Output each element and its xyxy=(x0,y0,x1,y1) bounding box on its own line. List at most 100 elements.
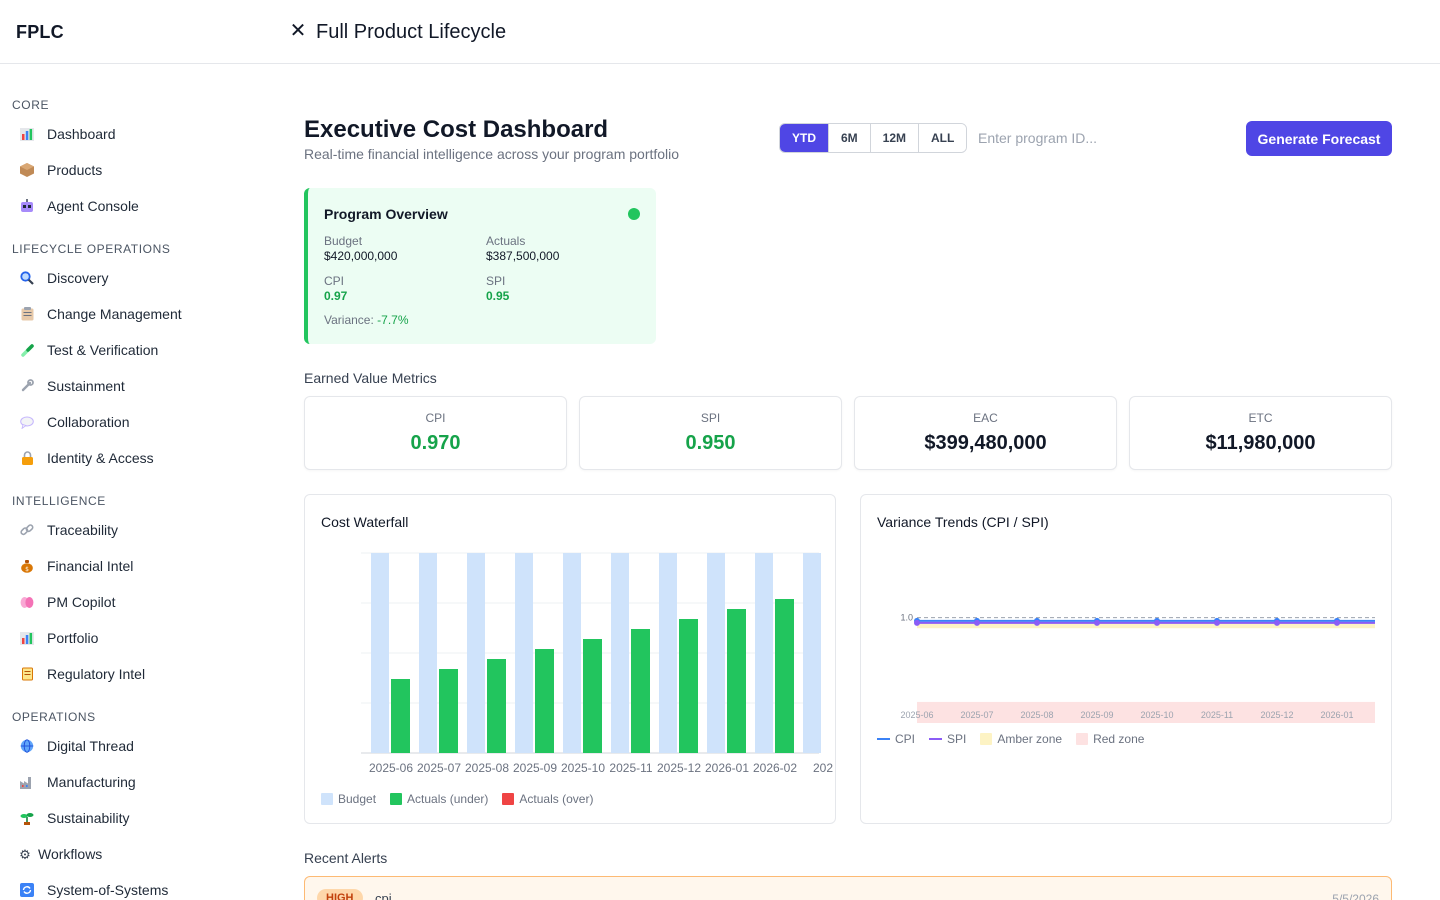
metric-card-etc: ETC $11,980,000 xyxy=(1129,396,1392,470)
x-tick-label: 202 xyxy=(813,761,833,775)
dashboard-subtitle: Real-time financial intelligence across … xyxy=(304,146,680,162)
legend-swatch xyxy=(321,793,333,805)
metric-label: ETC xyxy=(1248,411,1273,425)
legend-item-amber-zone: Amber zone xyxy=(980,732,1062,746)
x-tick-label: 2025-11 xyxy=(609,761,652,775)
sidebar-item-label: Dashboard xyxy=(47,126,116,142)
x-tick-label: 2025-11 xyxy=(1201,710,1233,720)
brand-logo[interactable]: FPLC xyxy=(16,22,64,42)
sidebar-item-manufacturing[interactable]: Manufacturing xyxy=(12,767,248,797)
range-button-all[interactable]: ALL xyxy=(919,124,967,152)
status-indicator xyxy=(628,208,640,220)
sidebar-section-operations: OPERATIONS xyxy=(12,710,96,724)
factory-icon xyxy=(18,773,36,791)
sidebar-item-financial-intel[interactable]: $ Financial Intel xyxy=(12,551,248,581)
sidebar-item-discovery[interactable]: Discovery xyxy=(12,263,248,293)
x-tick-label: 2026-01 xyxy=(705,761,749,775)
cycle-arrows-icon xyxy=(18,881,36,899)
recent-alerts-title: Recent Alerts xyxy=(304,850,388,866)
actual-bar xyxy=(727,609,746,753)
budget-bar xyxy=(803,553,821,753)
sidebar-item-label: Portfolio xyxy=(47,630,99,646)
legend-label: CPI xyxy=(895,732,916,746)
sidebar-item-label: Workflows xyxy=(38,846,103,862)
spi-point xyxy=(1034,619,1040,626)
bar-chart-icon xyxy=(18,125,36,143)
metric-card-eac: EAC $399,480,000 xyxy=(854,396,1117,470)
sidebar-item-sustainability[interactable]: Sustainability xyxy=(12,803,248,833)
legend-item-actuals-over: Actuals (over) xyxy=(502,792,593,806)
x-tick-label: 2026-01 xyxy=(1320,710,1353,720)
y-tick-label: 1.0 xyxy=(900,613,913,623)
program-id-input[interactable] xyxy=(968,124,1188,152)
main-content: Executive Cost Dashboard Real-time finan… xyxy=(304,64,1392,900)
legend-item-actuals-under: Actuals (under) xyxy=(390,792,488,806)
sidebar-item-sustainment[interactable]: Sustainment xyxy=(12,371,248,401)
variance-legend: CPI SPI Amber zone Red zone xyxy=(877,732,1158,746)
gear-icon: ⚙ xyxy=(19,846,31,862)
sidebar-item-test-verification[interactable]: Test & Verification xyxy=(12,335,248,365)
legend-label: Budget xyxy=(338,792,377,806)
legend-item-spi: SPI xyxy=(929,732,966,746)
legend-swatch xyxy=(390,793,403,805)
variance-label: Variance: xyxy=(324,313,374,327)
sidebar-item-regulatory-intel[interactable]: Regulatory Intel xyxy=(12,659,248,689)
panel-title: Variance Trends (CPI / SPI) xyxy=(877,514,1049,530)
budget-bar xyxy=(371,553,389,753)
budget-value: $420,000,000 xyxy=(324,249,398,263)
sidebar-item-traceability[interactable]: Traceability xyxy=(12,515,248,545)
sidebar-item-label: Digital Thread xyxy=(47,738,134,754)
legend-label: Actuals (over) xyxy=(519,792,594,806)
sidebar-item-products[interactable]: Products xyxy=(12,155,248,185)
alert-metric: cpi xyxy=(375,891,392,900)
scroll-icon xyxy=(18,665,36,683)
x-tick-label: 2025-12 xyxy=(1260,710,1293,720)
package-icon xyxy=(18,161,36,179)
sidebar-section-intelligence: INTELLIGENCE xyxy=(12,494,106,508)
variance-value: -7.7% xyxy=(377,313,409,327)
x-tick-label: 2025-06 xyxy=(369,761,413,775)
sidebar-item-workflows[interactable]: ⚙ Workflows xyxy=(12,839,248,869)
budget-bar xyxy=(563,553,581,753)
sidebar-item-agent-console[interactable]: Agent Console xyxy=(12,191,248,221)
legend-label: SPI xyxy=(947,732,967,746)
metric-value: $11,980,000 xyxy=(1205,432,1316,454)
close-icon[interactable]: ✕ xyxy=(289,20,307,42)
sidebar-section-lifecycle-operations: LIFECYCLE OPERATIONS xyxy=(12,242,171,256)
sidebar-item-dashboard[interactable]: Dashboard xyxy=(12,119,248,149)
sidebar-section-core: CORE xyxy=(12,98,50,112)
metric-value: 0.970 xyxy=(410,432,461,454)
x-tick-label: 2025-08 xyxy=(1020,710,1053,720)
sidebar-item-label: Change Management xyxy=(47,306,182,322)
spi-point xyxy=(974,619,980,626)
spi-point xyxy=(1094,619,1100,626)
range-button-6m[interactable]: 6M xyxy=(829,124,871,152)
sidebar-item-system-of-systems[interactable]: System-of-Systems xyxy=(12,875,248,900)
range-button-12m[interactable]: 12M xyxy=(870,124,920,152)
alert-item[interactable]: HIGH cpi 5/5/2026 xyxy=(304,876,1392,900)
metric-value: $399,480,000 xyxy=(924,432,1047,454)
sidebar-item-portfolio[interactable]: Portfolio xyxy=(12,623,248,653)
legend-swatch xyxy=(877,738,890,740)
sidebar-item-change-management[interactable]: Change Management xyxy=(12,299,248,329)
sidebar: CORE Dashboard Products Agent Console LI… xyxy=(0,65,260,900)
actual-bar xyxy=(535,649,554,753)
spi-value: 0.95 xyxy=(486,289,510,303)
legend-swatch xyxy=(502,793,515,805)
range-button-ytd[interactable]: YTD xyxy=(780,124,829,152)
top-bar: FPLC ✕ Full Product Lifecycle xyxy=(0,0,1440,64)
legend-swatch xyxy=(929,738,943,740)
sidebar-item-label: Sustainability xyxy=(47,810,130,826)
sidebar-item-collaboration[interactable]: Collaboration xyxy=(12,407,248,437)
sidebar-item-digital-thread[interactable]: Digital Thread xyxy=(12,731,248,761)
sidebar-item-label: Regulatory Intel xyxy=(47,666,146,682)
spi-point xyxy=(1274,619,1280,626)
generate-forecast-button[interactable]: Generate Forecast xyxy=(1246,121,1392,156)
red-zone xyxy=(917,701,1375,723)
spi-point xyxy=(1334,619,1340,626)
x-tick-label: 2025-12 xyxy=(657,761,701,775)
program-overview-card[interactable]: Program Overview Budget $420,000,000 Act… xyxy=(304,188,656,344)
sidebar-item-identity-access[interactable]: Identity & Access xyxy=(12,443,248,473)
sidebar-item-label: Collaboration xyxy=(47,414,130,430)
sidebar-item-pm-copilot[interactable]: PM Copilot xyxy=(12,587,248,617)
